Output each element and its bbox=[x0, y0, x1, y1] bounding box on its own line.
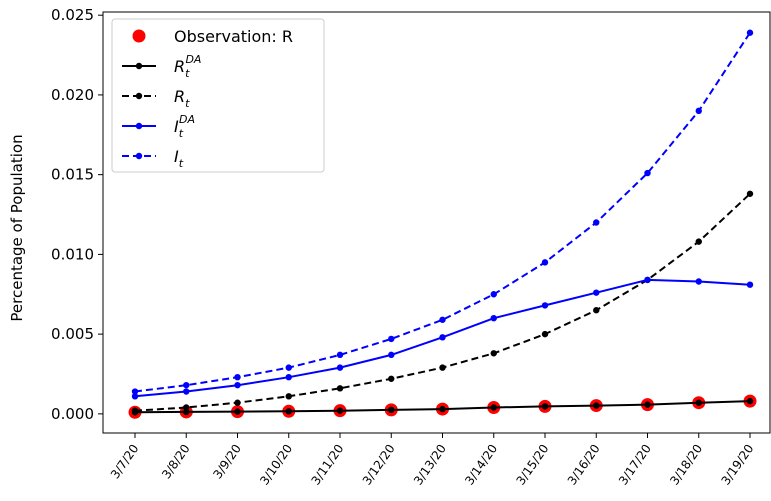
x-tick-label: 3/19/20 bbox=[718, 442, 756, 488]
data-point bbox=[593, 307, 600, 314]
data-point bbox=[285, 373, 292, 381]
x-tick-label: 3/18/20 bbox=[667, 442, 705, 488]
data-point bbox=[695, 399, 702, 406]
legend-label: Observation: R bbox=[174, 27, 293, 46]
data-point bbox=[336, 351, 344, 359]
data-point bbox=[644, 169, 651, 177]
series-line-r-t-da bbox=[131, 397, 754, 416]
data-point bbox=[131, 388, 139, 395]
series-line-i-t bbox=[131, 29, 754, 395]
data-point bbox=[388, 351, 395, 359]
legend-item: ItDA bbox=[122, 113, 195, 140]
data-point bbox=[336, 364, 344, 371]
x-tick-label: 3/13/20 bbox=[411, 442, 449, 488]
data-point bbox=[439, 364, 446, 371]
y-axis-label: Percentage of Population bbox=[8, 134, 26, 321]
data-point bbox=[490, 291, 497, 298]
y-tick-label: 0.015 bbox=[51, 166, 94, 184]
data-point bbox=[439, 316, 446, 323]
x-tick-label: 3/17/20 bbox=[616, 442, 654, 488]
data-point bbox=[541, 259, 549, 266]
x-tick-label: 3/8/20 bbox=[159, 442, 193, 482]
data-point bbox=[695, 238, 702, 245]
legend-label: Rt bbox=[174, 87, 190, 110]
data-point bbox=[285, 408, 292, 415]
legend-box bbox=[111, 18, 325, 173]
data-point bbox=[336, 407, 344, 414]
x-tick-label: 3/15/20 bbox=[513, 442, 551, 488]
data-point bbox=[695, 107, 702, 115]
x-tick-label: 3/10/20 bbox=[257, 442, 295, 488]
data-point bbox=[388, 406, 395, 414]
data-point bbox=[234, 408, 241, 415]
data-point bbox=[388, 335, 395, 343]
x-axis: 3/7/20 3/8/20 3/9/20 3/10/20 3/11/20 3/12/20 3… bbox=[108, 433, 756, 488]
data-point bbox=[183, 404, 190, 411]
data-point bbox=[439, 334, 446, 341]
data-point bbox=[285, 364, 292, 371]
plot-area bbox=[102, 11, 771, 434]
data-point bbox=[593, 289, 600, 296]
legend-marker bbox=[135, 62, 143, 70]
series-line-r-t bbox=[131, 190, 754, 414]
legend-marker bbox=[135, 122, 143, 130]
y-tick-label: 0.020 bbox=[51, 86, 94, 104]
data-point bbox=[541, 302, 549, 309]
y-tick-label: 0.005 bbox=[51, 325, 94, 343]
data-point bbox=[131, 393, 139, 400]
data-point bbox=[490, 314, 497, 322]
data-point bbox=[746, 29, 754, 36]
data-point bbox=[131, 407, 139, 414]
data-point bbox=[234, 381, 241, 389]
legend-label: RtDA bbox=[174, 53, 201, 80]
x-tick-label: 3/9/20 bbox=[210, 442, 244, 482]
data-point bbox=[388, 375, 395, 382]
data-point bbox=[541, 330, 549, 338]
data-point bbox=[746, 190, 754, 197]
y-tick-label: 0.000 bbox=[51, 405, 94, 423]
legend-label: ItDA bbox=[174, 113, 195, 140]
y-tick-label: 0.025 bbox=[51, 6, 94, 24]
data-point bbox=[644, 401, 651, 408]
data-point bbox=[183, 408, 190, 416]
legend-marker bbox=[135, 152, 143, 160]
data-point bbox=[746, 281, 754, 288]
data-point bbox=[541, 403, 549, 410]
data-point bbox=[336, 385, 344, 392]
data-point bbox=[234, 373, 241, 381]
x-tick-label: 3/11/20 bbox=[308, 442, 346, 488]
data-point bbox=[285, 393, 292, 400]
y-axis: 0.000 0.005 0.010 0.015 0.020 0.025 bbox=[51, 6, 103, 423]
legend-item: Rt bbox=[122, 87, 190, 110]
data-point bbox=[593, 219, 600, 226]
data-point bbox=[644, 276, 651, 284]
series-line-i-t-da bbox=[131, 276, 754, 400]
data-point bbox=[183, 388, 190, 395]
data-point bbox=[593, 402, 600, 409]
series-layer bbox=[128, 29, 757, 419]
data-point bbox=[234, 399, 241, 406]
legend-label: It bbox=[174, 147, 184, 170]
x-tick-label: 3/14/20 bbox=[462, 442, 500, 488]
legend: Observation: R RtDA Rt ItDA It bbox=[111, 18, 325, 173]
axes-frame bbox=[102, 11, 771, 434]
legend-item: Observation: R bbox=[132, 27, 293, 46]
data-point bbox=[746, 397, 754, 405]
x-tick-label: 3/7/20 bbox=[108, 442, 142, 482]
y-tick-label: 0.010 bbox=[51, 245, 94, 263]
x-tick-label: 3/16/20 bbox=[565, 442, 603, 488]
legend-item: RtDA bbox=[122, 53, 201, 80]
data-point bbox=[183, 381, 190, 389]
data-point bbox=[490, 350, 497, 357]
data-point bbox=[439, 405, 446, 413]
legend-marker bbox=[135, 92, 143, 100]
legend-marker bbox=[132, 29, 146, 43]
x-tick-label: 3/12/20 bbox=[360, 442, 398, 488]
data-point bbox=[695, 278, 702, 285]
legend-item: It bbox=[122, 147, 184, 170]
data-point bbox=[490, 404, 497, 411]
